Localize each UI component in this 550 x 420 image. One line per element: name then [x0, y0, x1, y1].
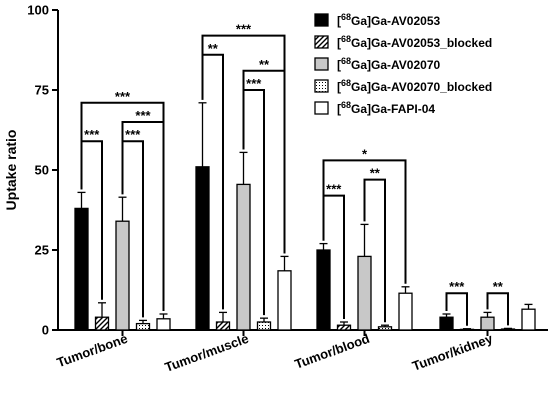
legend-label: [68Ga]Ga-AV02070_blocked [337, 78, 492, 94]
bar [156, 318, 171, 331]
bar [316, 249, 331, 331]
significance-label: ** [208, 41, 219, 56]
legend-label: [68Ga]Ga-AV02053 [337, 12, 440, 28]
bar [459, 328, 475, 331]
legend-swatch [314, 79, 329, 93]
bar [94, 316, 110, 331]
significance-label: ** [370, 166, 381, 181]
bar [357, 255, 372, 331]
significance-label: *** [135, 108, 151, 123]
x-tick-label: Tumor/kidney [410, 330, 495, 373]
bar [398, 292, 413, 331]
significance-label: *** [326, 182, 342, 197]
significance-label: *** [115, 89, 131, 104]
significance-label: *** [236, 22, 252, 37]
bar [336, 324, 352, 331]
significance-bracket [322, 159, 407, 284]
y-tick-label: 100 [27, 3, 49, 18]
x-tick-label: Tumor/bone [55, 331, 130, 370]
significance-bracket [445, 292, 468, 326]
legend-swatch [314, 57, 329, 71]
bar [74, 207, 89, 331]
y-axis-label: Uptake ratio [3, 130, 19, 211]
significance-label: *** [125, 127, 141, 142]
bar [377, 326, 393, 331]
significance-label: ** [259, 57, 270, 72]
bar [439, 316, 454, 331]
significance-bracket [486, 292, 509, 326]
bar [480, 316, 495, 331]
significance-label: ** [493, 279, 504, 294]
bar [277, 270, 292, 331]
significance-label: *** [246, 76, 262, 91]
bar [195, 166, 210, 331]
legend-label: [68Ga]Ga-AV02053_blocked [337, 34, 492, 50]
bar [256, 321, 272, 331]
legend-label: [68Ga]Ga-AV02070 [337, 56, 440, 72]
significance-bracket [363, 178, 386, 323]
bar [236, 183, 251, 331]
significance-brackets: *** **************************** ** [80, 22, 509, 326]
legend-swatch [314, 35, 329, 49]
bar [135, 322, 151, 331]
x-tick-label: Tumor/blood [293, 331, 372, 372]
bar [500, 328, 516, 331]
y-tick-label: 25 [35, 243, 49, 258]
bar [521, 308, 536, 331]
significance-bracket [80, 101, 165, 311]
significance-label: *** [84, 127, 100, 142]
x-tick-label: Tumor/muscle [163, 331, 251, 375]
bar [215, 321, 231, 331]
bars [74, 102, 536, 331]
bar [115, 220, 130, 331]
significance-bracket [201, 34, 286, 254]
y-tick-label: 0 [42, 323, 49, 338]
legend-label: [68Ga]Ga-FAPI-04 [337, 100, 435, 116]
y-tick-label: 50 [35, 163, 49, 178]
legend-swatch [314, 13, 329, 27]
legend: [68Ga]Ga-AV02053 [68Ga]Ga-AV02053_blocked… [314, 12, 492, 116]
legend-swatch [314, 101, 329, 115]
significance-label: *** [449, 279, 465, 294]
significance-label: * [362, 146, 368, 161]
y-tick-label: 75 [35, 83, 49, 98]
